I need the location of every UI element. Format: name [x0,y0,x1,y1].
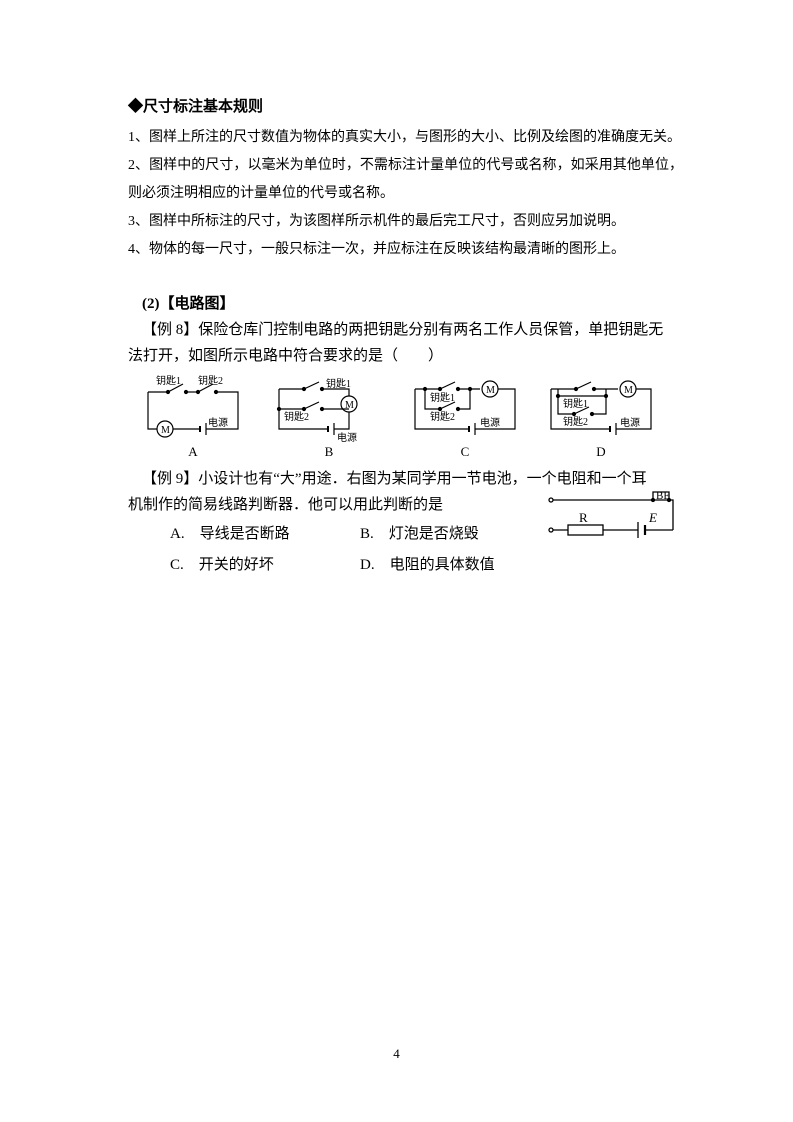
diagram-a: 钥匙1 钥匙2 M 电源 A [128,374,258,460]
diagram-b-label: B [325,444,334,460]
rule-4: 4、物体的每一尺寸，一般只标注一次，并应标注在反映该结构最清晰的图形上。 [128,236,683,264]
example9-optB: B. 灯泡是否烧毁 [360,520,520,549]
svg-text:钥匙1: 钥匙1 [326,377,351,390]
svg-text:电源: 电源 [480,416,500,429]
rule-1: 1、图样上所注的尺寸数值为物体的真实大小，与图形的大小、比例及绘图的准确度无关。 [128,124,683,152]
diagram-c-label: C [461,444,470,460]
svg-text:钥匙1: 钥匙1 [563,397,588,410]
diagram-b: 钥匙1 钥匙2 M 电源 B [264,374,394,460]
example9-optC: C. 开关的好坏 [170,551,360,580]
example8-diagrams: 钥匙1 钥匙2 M 电源 A [128,374,683,460]
svg-text:钥匙2: 钥匙2 [430,410,455,423]
example8-line2: 法打开，如图所示电路中符合要求的是（ ） [128,343,683,369]
example9-circuit: BE R E [543,488,683,548]
example9-optA: A. 导线是否断路 [170,520,360,549]
diagram-d-label: D [596,444,605,460]
svg-text:M: M [486,385,495,396]
section-title-rules: ◆尺寸标注基本规则 [128,95,683,116]
section-title-circuit: (2)【电路图】 [128,292,683,313]
svg-text:电源: 电源 [337,431,357,444]
example8-line1: 【例 8】保险仓库门控制电路的两把钥匙分别有两名工作人员保管，单把钥匙无 [128,317,683,343]
svg-text:钥匙2: 钥匙2 [284,410,309,423]
svg-text:E: E [648,510,657,525]
rule-3: 3、图样中所标注的尺寸，为该图样所示机件的最后完工尺寸，否则应另加说明。 [128,208,683,236]
diagram-d: 钥匙1 钥匙2 M 电源 D [536,374,666,460]
svg-text:电源: 电源 [208,416,228,429]
svg-text:电源: 电源 [620,416,640,429]
svg-text:BE: BE [656,490,670,502]
svg-text:M: M [624,385,633,396]
diagram-a-label: A [188,444,197,460]
svg-text:钥匙1: 钥匙1 [430,391,455,404]
svg-text:钥匙1: 钥匙1 [156,374,181,387]
svg-text:R: R [579,510,588,525]
svg-text:钥匙2: 钥匙2 [198,374,223,387]
svg-text:钥匙2: 钥匙2 [563,415,588,428]
page-number: 4 [0,1046,793,1062]
example9-optD: D. 电阻的具体数值 [360,551,520,580]
diagram-c: 钥匙1 钥匙2 M 电源 C [400,374,530,460]
rule-2: 2、图样中的尺寸，以毫米为单位时，不需标注计量单位的代号或名称，如采用其他单位，… [128,152,683,208]
svg-text:M: M [345,400,354,411]
svg-text:M: M [161,425,170,436]
